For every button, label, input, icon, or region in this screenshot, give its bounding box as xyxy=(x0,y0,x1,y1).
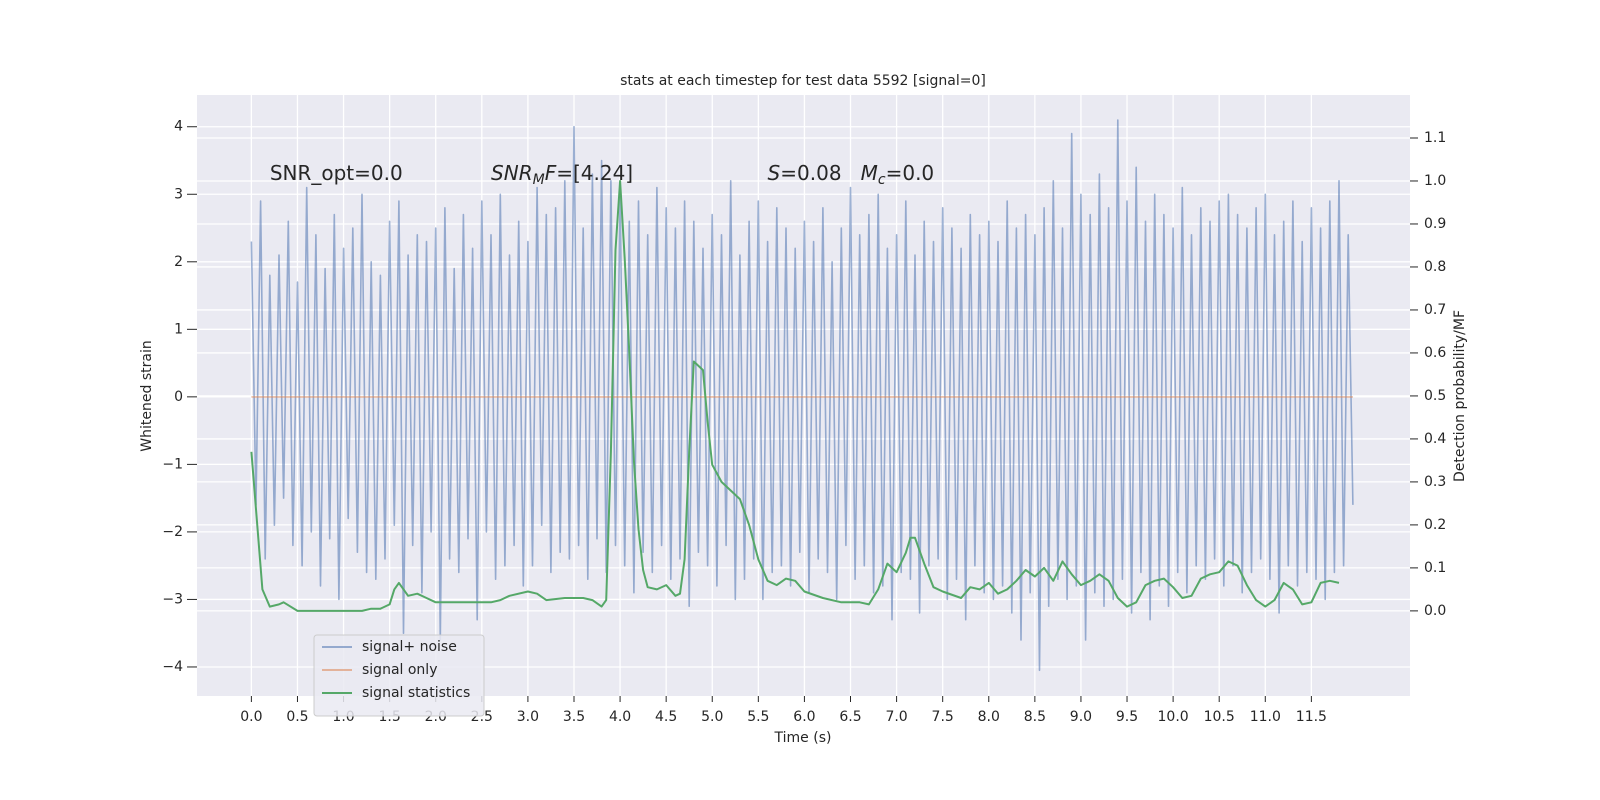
y2-tick-label: 1.1 xyxy=(1424,130,1446,146)
annotation-part: =0.08 xyxy=(780,161,860,185)
x-tick-label: 3.0 xyxy=(517,709,539,725)
y-tick-label: 3 xyxy=(174,186,183,202)
legend-label: signal statistics xyxy=(362,685,470,701)
x-tick-label: 10.5 xyxy=(1204,709,1235,725)
x-tick-label: 8.5 xyxy=(1024,709,1046,725)
x-tick-label: 11.5 xyxy=(1296,709,1327,725)
x-tick-label: 4.0 xyxy=(609,709,631,725)
annotation-part: SNR_opt=0.0 xyxy=(270,161,403,185)
y2-tick-label: 0.2 xyxy=(1424,517,1446,533)
x-tick-label: 0.0 xyxy=(240,709,262,725)
series-line xyxy=(250,180,1340,612)
y-tick-label: 1 xyxy=(174,321,183,337)
y-tick-label: 4 xyxy=(174,119,183,135)
x-tick-label: 8.0 xyxy=(978,709,1000,725)
y-axis-label: Whitened strain xyxy=(139,340,155,451)
x-axis-label: Time (s) xyxy=(774,730,832,746)
legend-label: signal only xyxy=(362,662,437,678)
annotation-part: M xyxy=(861,161,878,185)
y2-tick-label: 0.6 xyxy=(1424,345,1446,361)
y2-tick-label: 0.3 xyxy=(1424,474,1446,490)
x-tick-label: 4.5 xyxy=(655,709,677,725)
annotation-part: =[4.24] xyxy=(556,161,633,185)
annotation-part: S xyxy=(768,161,781,185)
annotation: SNR_opt=0.0 xyxy=(270,161,403,185)
x-tick-label: 7.0 xyxy=(885,709,907,725)
y2-tick-label: 0.9 xyxy=(1424,216,1446,232)
x-tick-label: 9.0 xyxy=(1070,709,1092,725)
annotation-part: M xyxy=(533,172,545,188)
series-line xyxy=(250,119,1354,672)
chart-title: stats at each timestep for test data 559… xyxy=(620,73,986,89)
annotation: S=0.08 Mc=0.0 xyxy=(768,161,935,189)
y-tick-label: 0 xyxy=(174,389,183,405)
y-tick-label: 2 xyxy=(174,254,183,270)
x-tick-label: 11.0 xyxy=(1250,709,1281,725)
x-tick-label: 5.0 xyxy=(701,709,723,725)
legend: signal+ noise signal only signal statistic… xyxy=(313,634,485,717)
y2-tick-label: 0.1 xyxy=(1424,560,1446,576)
annotation: SNRMF=[4.24] xyxy=(491,161,633,189)
y2-tick-label: 1.0 xyxy=(1424,173,1446,189)
annotation-part: F xyxy=(545,161,557,185)
y-tick-label: −2 xyxy=(162,524,183,540)
y2-axis-label: Detection probability/MF xyxy=(1452,310,1468,482)
x-tick-label: 0.5 xyxy=(286,709,308,725)
x-tick-label: 6.5 xyxy=(839,709,861,725)
legend-label: signal+ noise xyxy=(362,639,457,655)
x-tick-label: 5.5 xyxy=(747,709,769,725)
y-tick-label: −3 xyxy=(162,591,183,607)
annotation-part: c xyxy=(878,172,886,188)
y2-tick-label: 0.4 xyxy=(1424,431,1446,447)
y2-tick-label: 0.7 xyxy=(1424,302,1446,318)
y2-tick-label: 0.8 xyxy=(1424,259,1446,275)
grid xyxy=(197,95,1410,696)
annotation-part: SNR xyxy=(491,161,533,185)
y-tick-label: −1 xyxy=(162,456,183,472)
y2-tick-label: 0.5 xyxy=(1424,388,1446,404)
legend-box xyxy=(313,634,485,717)
annotation-part: =0.0 xyxy=(886,161,935,185)
x-tick-label: 6.0 xyxy=(793,709,815,725)
x-tick-label: 3.5 xyxy=(563,709,585,725)
x-tick-label: 7.5 xyxy=(932,709,954,725)
y2-tick-label: 0.0 xyxy=(1424,603,1446,619)
x-tick-label: 10.0 xyxy=(1158,709,1189,725)
x-tick-label: 9.5 xyxy=(1116,709,1138,725)
y-tick-label: −4 xyxy=(162,659,183,675)
